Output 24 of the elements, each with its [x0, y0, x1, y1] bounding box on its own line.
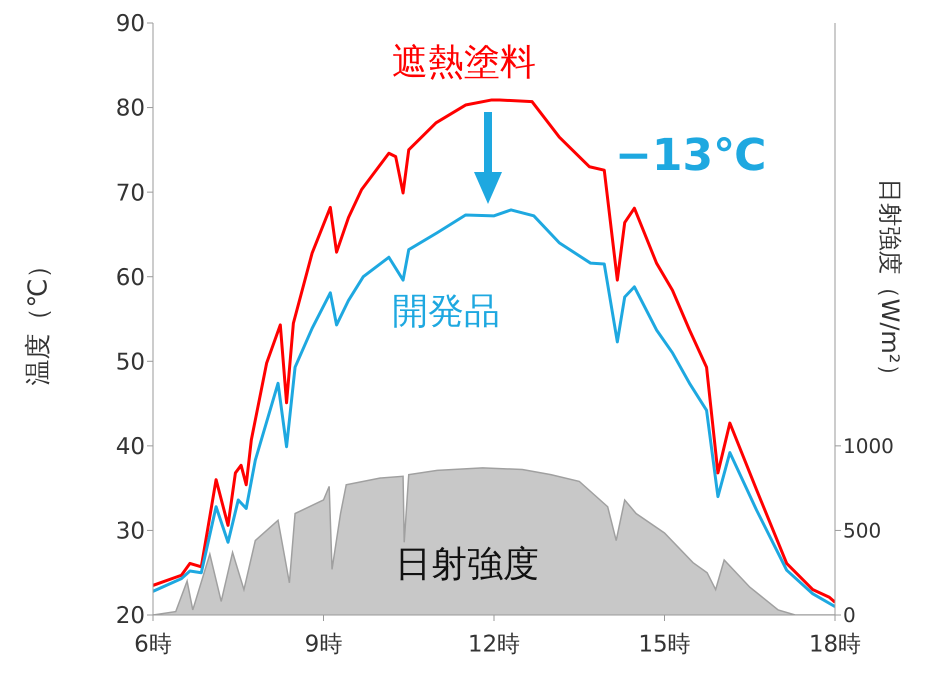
y-tick-label: 20	[116, 603, 145, 630]
x-tick-label: 6時	[134, 631, 172, 658]
series-label: 遮熱塗料	[392, 41, 536, 85]
x-tick-label: 18時	[808, 631, 862, 658]
y2-tick-label: 0	[843, 603, 856, 628]
y2-tick-label: 1000	[843, 434, 894, 458]
y-tick-label: 50	[116, 349, 145, 376]
y-tick-label: 30	[116, 518, 145, 545]
annotation: −13℃	[615, 130, 766, 181]
y-tick-label: 90	[116, 11, 145, 38]
y-tick-label: 70	[116, 180, 145, 206]
y2-tick-label: 500	[843, 518, 882, 543]
x-tick-label: 9時	[304, 631, 342, 658]
y-tick-label: 60	[116, 264, 145, 291]
series-label: 開発品	[392, 290, 500, 334]
series-label: 日射強度	[395, 543, 539, 587]
y-tick-label: 40	[116, 434, 145, 460]
x-tick-label: 15時	[638, 631, 691, 658]
y2-axis-title: 日射強度（W/m²）	[875, 178, 905, 388]
x-tick-label: 12時	[468, 631, 520, 658]
line-series	[153, 98, 835, 604]
y-axis-title: 温度（℃）	[22, 252, 54, 386]
y-tick-label: 80	[116, 96, 145, 122]
line-series	[153, 208, 835, 608]
